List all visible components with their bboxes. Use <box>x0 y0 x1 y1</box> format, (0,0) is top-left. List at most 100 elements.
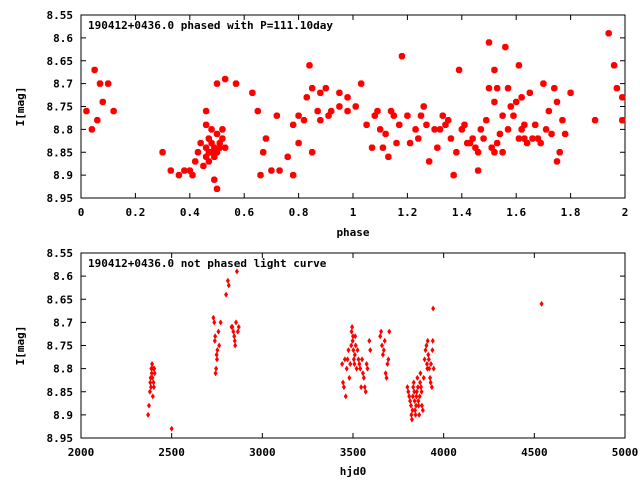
data-point <box>219 126 226 133</box>
data-point <box>344 365 349 372</box>
data-point <box>208 126 215 133</box>
data-point <box>411 379 416 386</box>
data-point <box>412 126 419 133</box>
data-point <box>545 107 553 115</box>
data-point <box>410 393 415 400</box>
data-point <box>215 347 220 354</box>
data-point <box>314 107 321 115</box>
data-point <box>529 135 536 142</box>
data-point <box>380 342 385 349</box>
data-point <box>504 85 512 92</box>
data-point <box>404 112 411 119</box>
data-point <box>428 361 433 367</box>
data-points <box>146 268 544 432</box>
data-point <box>234 319 239 326</box>
data-point <box>364 361 369 367</box>
y-tick-label: 8.55 <box>47 247 74 260</box>
y-tick-label: 8.6 <box>53 32 73 45</box>
data-point <box>447 135 455 142</box>
data-point <box>518 94 525 101</box>
data-point <box>349 328 354 335</box>
data-point <box>537 139 544 147</box>
data-point <box>526 89 533 96</box>
data-point <box>148 379 153 386</box>
x-tick-label: 5000 <box>612 446 639 459</box>
data-point <box>214 351 219 358</box>
data-point <box>427 365 432 372</box>
x-tick-label: 0 <box>78 206 85 219</box>
data-point <box>356 356 361 363</box>
data-point <box>214 365 219 372</box>
data-point <box>424 361 429 367</box>
data-point <box>232 80 240 87</box>
data-point <box>523 139 531 147</box>
data-point <box>379 144 387 151</box>
data-point <box>382 337 387 344</box>
data-point <box>415 135 422 142</box>
data-point <box>262 135 270 142</box>
data-point <box>213 370 218 377</box>
data-point <box>306 62 313 69</box>
data-point <box>347 374 352 381</box>
data-point <box>439 112 446 119</box>
data-point <box>423 121 430 128</box>
data-point <box>350 324 355 330</box>
data-point <box>363 121 370 128</box>
data-point <box>521 121 528 128</box>
data-point <box>211 176 218 183</box>
data-point <box>485 85 493 92</box>
data-point <box>353 333 358 340</box>
x-tick-label: 0.4 <box>180 206 200 219</box>
data-point <box>231 328 236 335</box>
data-point <box>414 402 419 409</box>
data-point <box>477 126 485 133</box>
y-tick-label: 8.8 <box>53 123 73 136</box>
data-point <box>202 107 210 115</box>
data-point <box>421 374 426 381</box>
data-point <box>561 130 569 138</box>
data-point <box>420 103 427 110</box>
data-point <box>619 117 626 124</box>
x-tick-label: 0.2 <box>125 206 145 219</box>
data-point <box>235 328 240 335</box>
data-point <box>289 121 297 128</box>
y-tick-label: 8.9 <box>53 169 73 182</box>
data-point <box>351 356 356 363</box>
data-point <box>493 85 501 92</box>
data-point <box>219 135 226 142</box>
data-point <box>94 117 101 124</box>
data-point <box>426 356 431 363</box>
data-point <box>539 300 544 307</box>
data-point <box>175 171 183 179</box>
data-point <box>213 185 221 193</box>
y-tick-label: 8.55 <box>47 9 74 22</box>
x-tick-label: 0.6 <box>234 206 254 219</box>
data-point <box>485 39 493 46</box>
data-point <box>496 130 504 138</box>
data-point <box>99 98 106 106</box>
phased-light-curve-panel: 8.55 8.6 8.65 8.7 8.75 8.8 8.85 8.9 8.95 0 0.2 0.4… <box>14 9 628 239</box>
data-point <box>480 135 487 142</box>
data-point <box>513 98 520 106</box>
data-point <box>346 347 351 354</box>
data-point <box>413 407 418 414</box>
data-point <box>407 393 412 400</box>
data-point <box>396 121 403 128</box>
data-point <box>409 416 414 423</box>
data-point <box>284 153 291 161</box>
data-point <box>233 342 238 349</box>
data-point <box>365 365 370 372</box>
x-tick-label: 1.2 <box>397 206 417 219</box>
data-point <box>340 361 345 367</box>
x-axis-ticks: 0 0.2 0.4 0.6 0.8 1 1.2 1.4 1.6 1.8 2 <box>78 15 628 219</box>
x-tick-label: 1.6 <box>506 206 526 219</box>
data-point <box>385 153 392 161</box>
y-tick-label: 8.65 <box>47 55 74 68</box>
data-point <box>417 411 422 418</box>
data-point <box>363 388 368 395</box>
data-point <box>91 66 98 74</box>
data-point <box>553 158 561 165</box>
data-point <box>406 139 414 147</box>
data-points <box>83 30 626 193</box>
x-tick-label: 3500 <box>340 446 367 459</box>
